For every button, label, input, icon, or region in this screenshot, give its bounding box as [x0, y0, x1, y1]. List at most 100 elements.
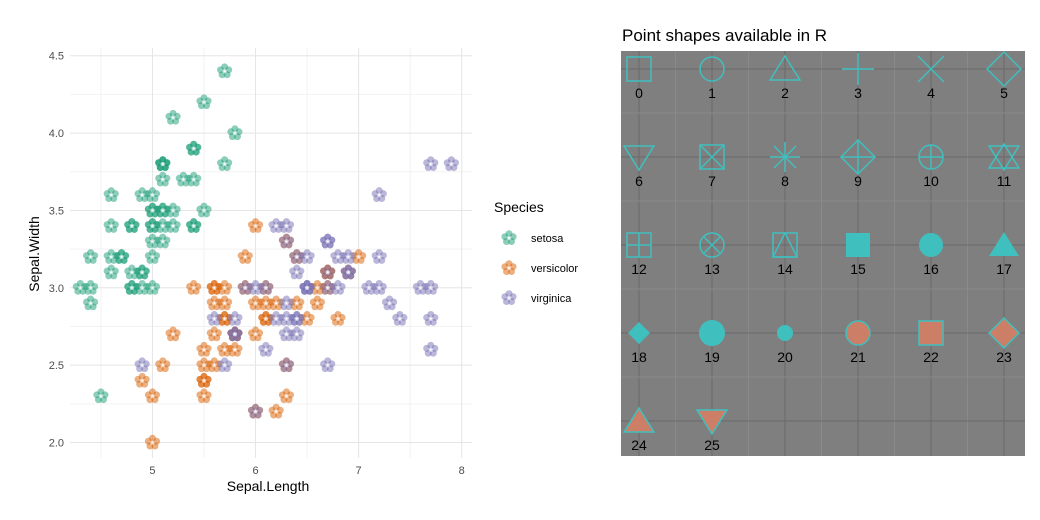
point-virginica — [320, 357, 336, 373]
y-tick-label: 2.0 — [49, 438, 64, 450]
y-tick-label: 2.5 — [49, 360, 64, 372]
point-setosa — [144, 249, 161, 264]
legend-items: setosa versicolor virginica — [501, 230, 578, 305]
shape-cell-2-triangle-open-icon — [768, 54, 802, 81]
shape-cell-18-diamond-solid-icon — [628, 322, 650, 344]
shape-cell-10-circle-plus-icon — [918, 144, 944, 170]
point-versicolor — [278, 388, 295, 404]
scatter-gridlines — [70, 48, 472, 458]
shape-code-label: 3 — [854, 85, 862, 101]
point-setosa — [103, 187, 119, 202]
point-virginica — [268, 218, 284, 233]
point-virginica — [423, 156, 439, 172]
shape-cell-12-square-plus-icon — [626, 232, 652, 258]
point-virginica — [227, 326, 243, 342]
point-setosa — [103, 264, 119, 280]
point-versicolor — [134, 372, 150, 388]
shape-cell-6-triangle-down-open-icon — [622, 145, 656, 172]
shape-cell-23-diamond-filled-icon — [987, 316, 1021, 350]
shape-cell-11-triangles-up-down-icon — [987, 142, 1021, 172]
legend-key-versicolor — [501, 260, 517, 275]
point-virginica — [289, 264, 305, 280]
point-versicolor — [227, 341, 243, 357]
point-setosa — [217, 156, 233, 172]
shape-cell-4-cross-icon — [917, 55, 945, 83]
shape-code-label: 1 — [708, 85, 716, 101]
point-shapes-panel: Point shapes available in R 0 1 2 3 4 56 7 8 9 10… — [621, 26, 1025, 456]
point-virginica — [371, 280, 387, 295]
shape-cell-25-triangle-down-filled-icon — [695, 409, 729, 436]
point-setosa — [144, 280, 161, 295]
point-setosa — [165, 202, 181, 218]
legend-label-setosa: setosa — [531, 233, 564, 245]
point-virginica — [227, 310, 243, 326]
legend-key-setosa — [501, 230, 517, 245]
point-virginica — [320, 280, 336, 295]
shape-cell-16-circle-solid-icon — [919, 233, 943, 257]
point-versicolor — [155, 357, 171, 373]
shape-code-label: 14 — [777, 261, 793, 277]
shape-code-label: 9 — [854, 173, 862, 189]
point-versicolor — [217, 295, 233, 311]
shape-code-label: 17 — [996, 261, 1012, 277]
shape-cell-9-diamond-plus-icon — [839, 138, 877, 176]
shape-cell-19-circle-solid-large-icon — [699, 320, 725, 346]
shape-cell-13-circle-cross-icon — [699, 232, 725, 258]
shape-cell-14-square-triangle-icon — [771, 231, 799, 258]
legend: Species setosa versicolor virginica — [494, 199, 578, 305]
y-tick-label: 4.5 — [49, 51, 64, 63]
scatter-chart: 5 6 7 8 2.0 2.5 3.0 3.5 4.0 4.5 Sepal.Length Sepa… — [26, 48, 472, 494]
point-versicolor — [330, 310, 346, 326]
point-versicolor — [196, 372, 212, 388]
point-setosa — [124, 218, 140, 233]
scatter-tick-labels: 5 6 7 8 2.0 2.5 3.0 3.5 4.0 4.5 — [49, 51, 465, 477]
point-setosa — [134, 264, 150, 280]
legend-title: Species — [494, 199, 544, 215]
point-virginica — [423, 341, 439, 357]
y-tick-label: 3.0 — [49, 283, 64, 295]
point-virginica — [258, 341, 274, 357]
point-setosa — [175, 171, 191, 187]
point-virginica — [371, 249, 387, 264]
point-virginica — [330, 249, 346, 264]
shape-code-label: 10 — [923, 173, 939, 189]
point-virginica — [278, 326, 295, 342]
point-setosa — [227, 125, 243, 141]
point-versicolor — [247, 218, 264, 233]
shape-cell-1-circle-open-icon — [699, 56, 725, 82]
point-setosa — [103, 218, 119, 233]
legend-label-virginica: virginica — [531, 293, 572, 305]
point-setosa — [155, 156, 171, 172]
panel-title: Point shapes available in R — [622, 26, 827, 45]
shape-code-label: 2 — [781, 85, 789, 101]
point-virginica — [340, 264, 356, 280]
legend-label-versicolor: versicolor — [531, 263, 578, 275]
point-virginica — [381, 295, 398, 311]
legend-key-virginica — [501, 290, 517, 305]
point-setosa — [103, 249, 119, 264]
point-versicolor — [144, 434, 161, 450]
point-setosa — [83, 295, 99, 311]
point-versicolor — [309, 295, 325, 311]
point-setosa — [93, 388, 109, 404]
point-versicolor — [144, 388, 161, 404]
panel-background — [621, 51, 1025, 456]
shape-cell-20-circle-solid-small-icon — [777, 325, 793, 341]
point-virginica — [320, 233, 336, 249]
shape-code-label: 20 — [777, 349, 793, 365]
scatter-points — [72, 63, 459, 450]
shape-code-label: 5 — [1000, 85, 1008, 101]
point-setosa — [83, 280, 99, 295]
x-tick-label: 8 — [459, 465, 465, 477]
shape-code-label: 7 — [708, 173, 716, 189]
point-virginica — [299, 280, 315, 295]
point-virginica — [278, 233, 295, 249]
point-versicolor — [237, 249, 253, 264]
y-axis-label: Sepal.Width — [26, 216, 42, 291]
shape-code-label: 0 — [635, 85, 643, 101]
point-virginica — [320, 264, 336, 280]
point-virginica — [278, 357, 295, 373]
shape-cell-21-circle-filled-icon — [845, 320, 871, 346]
